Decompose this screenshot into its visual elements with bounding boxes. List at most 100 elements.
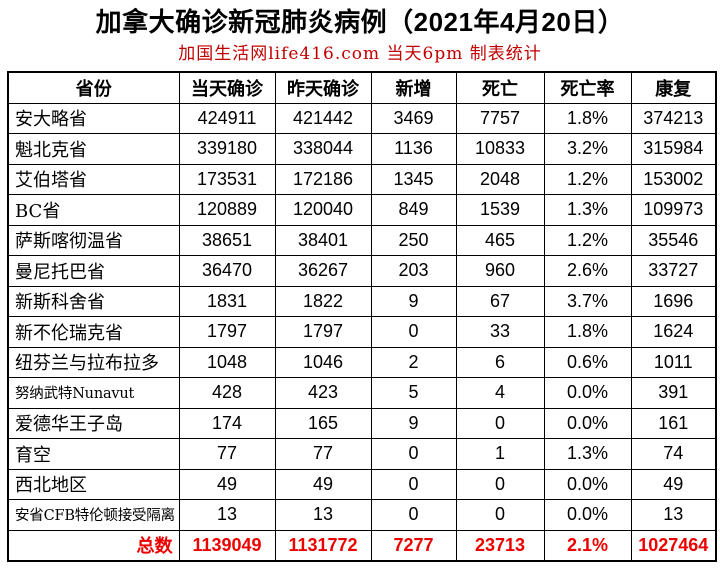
table-row: 纽芬兰与拉布拉多 1048 1046 2 6 0.6% 1011	[7, 346, 717, 378]
column-header: 死亡	[455, 71, 545, 104]
province-name-cell: 安省CFB特伦顿接受隔离	[7, 499, 180, 531]
value-cell: 6	[455, 346, 545, 378]
table-row: BC省 120889 120040 849 1539 1.3% 109973	[7, 194, 717, 226]
province-name-cell: 曼尼托巴省	[7, 255, 180, 287]
value-cell: 0	[455, 499, 545, 531]
value-cell: 172186	[274, 163, 372, 195]
value-cell: 339180	[178, 133, 276, 165]
value-cell: 120040	[274, 194, 372, 226]
value-cell: 0	[455, 468, 545, 500]
value-cell: 1.2%	[543, 224, 632, 256]
total-value-cell: 2.1%	[543, 529, 632, 562]
value-cell: 0.0%	[543, 377, 632, 409]
province-name-cell: 安大略省	[7, 102, 180, 134]
table-row: 努纳武特Nunavut 428 423 5 4 0.0% 391	[7, 377, 717, 409]
value-cell: 33727	[630, 255, 717, 287]
table-row: 魁北克省 339180 338044 1136 10833 3.2% 315984	[7, 133, 717, 165]
total-value-cell: 7277	[370, 529, 457, 562]
value-cell: 421442	[274, 102, 372, 134]
value-cell: 13	[630, 499, 717, 531]
value-cell: 173531	[178, 163, 276, 195]
value-cell: 1797	[274, 316, 372, 348]
value-cell: 0.0%	[543, 499, 632, 531]
value-cell: 2048	[455, 163, 545, 195]
value-cell: 374213	[630, 102, 717, 134]
value-cell: 120889	[178, 194, 276, 226]
value-cell: 3.2%	[543, 133, 632, 165]
table-row: 育空 77 77 0 1 1.3% 74	[7, 438, 717, 470]
value-cell: 77	[178, 438, 276, 470]
value-cell: 2	[370, 346, 457, 378]
covid-cases-table: 省份 当天确诊 昨天确诊 新增 死亡 死亡率 康复 安大略省 424911 421442 3469…	[7, 71, 717, 562]
total-value-cell: 1027464	[630, 529, 717, 562]
total-value-cell: 23713	[455, 529, 545, 562]
table-row: 安大略省 424911 421442 3469 7757 1.8% 374213	[7, 102, 717, 134]
value-cell: 3469	[370, 102, 457, 134]
value-cell: 423	[274, 377, 372, 409]
table-row: 爱德华王子岛 174 165 9 0 0.0% 161	[7, 407, 717, 439]
value-cell: 74	[630, 438, 717, 470]
value-cell: 1624	[630, 316, 717, 348]
value-cell: 9	[370, 285, 457, 317]
province-name-cell: 西北地区	[7, 468, 180, 500]
value-cell: 203	[370, 255, 457, 287]
value-cell: 1136	[370, 133, 457, 165]
value-cell: 161	[630, 407, 717, 439]
value-cell: 1	[455, 438, 545, 470]
value-cell: 0.0%	[543, 468, 632, 500]
column-header: 当天确诊	[178, 71, 276, 104]
province-name-cell: 纽芬兰与拉布拉多	[7, 346, 180, 378]
table-row: 西北地区 49 49 0 0 0.0% 49	[7, 468, 717, 500]
province-name-cell: 新不伦瑞克省	[7, 316, 180, 348]
table-row: 艾伯塔省 173531 172186 1345 2048 1.2% 153002	[7, 163, 717, 195]
column-header: 省份	[7, 71, 180, 104]
value-cell: 153002	[630, 163, 717, 195]
value-cell: 1797	[178, 316, 276, 348]
value-cell: 67	[455, 285, 545, 317]
value-cell: 0	[370, 316, 457, 348]
value-cell: 9	[370, 407, 457, 439]
value-cell: 849	[370, 194, 457, 226]
table-row: 安省CFB特伦顿接受隔离 13 13 0 0 0.0% 13	[7, 499, 717, 531]
value-cell: 109973	[630, 194, 717, 226]
value-cell: 250	[370, 224, 457, 256]
value-cell: 35546	[630, 224, 717, 256]
value-cell: 0	[370, 468, 457, 500]
value-cell: 3.7%	[543, 285, 632, 317]
value-cell: 1048	[178, 346, 276, 378]
value-cell: 1.3%	[543, 438, 632, 470]
value-cell: 174	[178, 407, 276, 439]
value-cell: 424911	[178, 102, 276, 134]
total-value-cell: 1131772	[274, 529, 372, 562]
column-header: 死亡率	[543, 71, 632, 104]
table-row: 新不伦瑞克省 1797 1797 0 33 1.8% 1624	[7, 316, 717, 348]
value-cell: 49	[274, 468, 372, 500]
value-cell: 77	[274, 438, 372, 470]
value-cell: 2.6%	[543, 255, 632, 287]
value-cell: 36267	[274, 255, 372, 287]
value-cell: 1.8%	[543, 316, 632, 348]
value-cell: 1.2%	[543, 163, 632, 195]
province-name-cell: 新斯科舍省	[7, 285, 180, 317]
value-cell: 165	[274, 407, 372, 439]
value-cell: 36470	[178, 255, 276, 287]
value-cell: 960	[455, 255, 545, 287]
value-cell: 465	[455, 224, 545, 256]
value-cell: 13	[178, 499, 276, 531]
value-cell: 391	[630, 377, 717, 409]
value-cell: 0	[455, 407, 545, 439]
province-name-cell: 育空	[7, 438, 180, 470]
value-cell: 428	[178, 377, 276, 409]
column-header: 昨天确诊	[274, 71, 372, 104]
value-cell: 49	[178, 468, 276, 500]
value-cell: 0	[370, 438, 457, 470]
column-header: 新增	[370, 71, 457, 104]
page-title: 加拿大确诊新冠肺炎病例（2021年4月20日）	[95, 7, 625, 37]
value-cell: 5	[370, 377, 457, 409]
value-cell: 0.6%	[543, 346, 632, 378]
value-cell: 1011	[630, 346, 717, 378]
province-name-cell: 爱德华王子岛	[7, 407, 180, 439]
value-cell: 1831	[178, 285, 276, 317]
value-cell: 1046	[274, 346, 372, 378]
value-cell: 1345	[370, 163, 457, 195]
